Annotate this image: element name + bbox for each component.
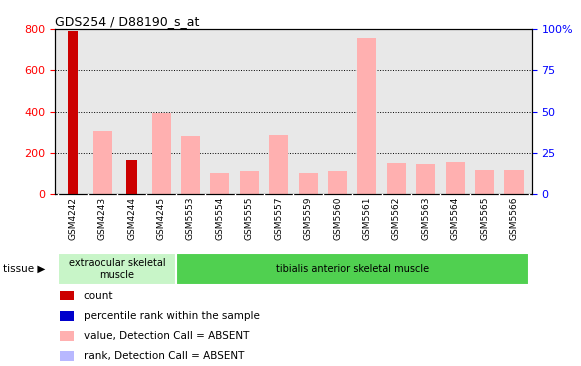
Bar [387,163,406,194]
Bar [60,351,74,361]
Text: GSM4244: GSM4244 [127,197,136,240]
Text: GSM5562: GSM5562 [392,197,401,240]
Text: GSM4245: GSM4245 [156,197,166,240]
Bar [127,160,137,194]
Text: GSM5566: GSM5566 [510,197,518,240]
Bar [475,170,494,194]
Bar [60,291,74,300]
Text: tissue ▶: tissue ▶ [3,264,45,274]
Text: rank, Detection Call = ABSENT: rank, Detection Call = ABSENT [84,351,244,361]
Text: GSM5553: GSM5553 [186,197,195,240]
Text: value, Detection Call = ABSENT: value, Detection Call = ABSENT [84,331,249,341]
Bar [240,171,259,194]
Bar [181,137,200,194]
Bar [446,162,465,194]
Bar [60,311,74,321]
Bar [504,170,523,194]
Bar [58,253,176,285]
Text: GSM5560: GSM5560 [333,197,342,240]
Bar [60,331,74,341]
Text: GSM5563: GSM5563 [421,197,431,240]
Text: GSM5564: GSM5564 [451,197,460,240]
Bar [357,37,376,194]
Bar [152,113,171,194]
Text: GSM4242: GSM4242 [69,197,77,240]
Bar [416,164,435,194]
Text: GSM5554: GSM5554 [216,197,224,240]
Bar [176,253,529,285]
Bar [269,135,288,194]
Text: GSM5555: GSM5555 [245,197,254,240]
Text: GSM5565: GSM5565 [480,197,489,240]
Text: count: count [84,291,113,300]
Bar [328,171,347,194]
Text: GDS254 / D88190_s_at: GDS254 / D88190_s_at [55,15,199,28]
Bar [210,173,229,194]
Text: extraocular skeletal
muscle: extraocular skeletal muscle [69,258,165,280]
Bar [67,31,78,194]
Text: GSM5559: GSM5559 [304,197,313,240]
Text: percentile rank within the sample: percentile rank within the sample [84,311,260,321]
Bar [299,173,318,194]
Text: GSM4243: GSM4243 [98,197,107,240]
Bar [93,131,112,194]
Text: GSM5561: GSM5561 [363,197,371,240]
Text: GSM5557: GSM5557 [274,197,283,240]
Text: tibialis anterior skeletal muscle: tibialis anterior skeletal muscle [275,264,429,274]
